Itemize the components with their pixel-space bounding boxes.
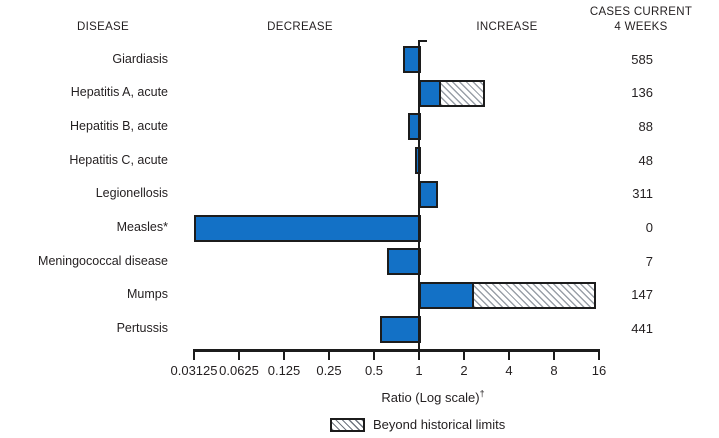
axis-tick [598,351,600,360]
axis-tick-label: 0.5 [364,363,384,378]
axis-tick-label: 2 [460,363,468,378]
disease-label: Pertussis [116,321,168,336]
beyond-historical-limits-bar [471,281,596,309]
cases-value: 147 [631,287,653,303]
cases-value: 441 [631,321,653,337]
ratio-bar-increase [419,281,474,309]
cases-value: 7 [645,253,653,269]
x-axis-title: Ratio (Log scale)† [381,388,485,405]
x-axis-line [193,349,600,352]
disease-label: Meningococcal disease [38,253,168,268]
axis-tick [418,351,420,360]
axis-tick-label: 4 [505,363,513,378]
axis-tick-label: 0.125 [267,363,301,378]
axis-tick-label: 16 [591,363,607,378]
axis-tick-label: 0.0625 [219,363,259,378]
disease-label: Hepatitis C, acute [69,152,168,167]
axis-tick [238,351,240,360]
cases-value: 311 [632,186,653,202]
x-axis-title-text: Ratio (Log scale) [381,390,480,405]
beyond-historical-limits-bar [438,79,485,107]
ratio-bar-increase [419,180,438,208]
reference-line-top-tick [418,40,427,42]
cases-header-line1: CASES CURRENT [589,6,693,18]
ratio-bar-decrease [380,315,421,343]
cases-value: 48 [638,152,653,168]
cases-header-line2: 4 WEEKS [614,21,668,33]
axis-tick [283,351,285,360]
cases-value: 88 [638,118,653,134]
axis-tick-label: 0.03125 [170,363,218,378]
ratio-bar-decrease [194,214,421,242]
column-header-increase: INCREASE [476,21,538,33]
disease-label: Hepatitis B, acute [70,118,168,133]
disease-label: Hepatitis A, acute [70,85,168,100]
axis-tick-label: 8 [550,363,558,378]
ratio-1-reference-line [418,40,420,351]
axis-tick-label: 1 [415,363,423,378]
column-header-cases-current-4-weeks: CASES CURRENT 4 WEEKS [590,5,692,35]
ratio-bar-decrease [386,248,421,276]
disease-label: Mumps [127,287,168,302]
dagger-footnote-mark: † [479,388,485,399]
axis-tick [508,351,510,360]
column-header-decrease: DECREASE [267,21,333,33]
axis-tick [373,351,375,360]
axis-tick [553,351,555,360]
axis-tick-label: 0.25 [316,363,342,378]
column-header-disease: DISEASE [77,21,129,33]
axis-tick [193,351,195,360]
disease-label: Measles* [116,220,168,234]
axis-tick [328,351,330,360]
cases-value: 136 [631,85,653,101]
axis-tick [463,351,465,360]
cases-value: 0 [645,220,653,235]
legend-label: Beyond historical limits [373,417,506,432]
disease-label: Legionellosis [95,186,168,201]
disease-label: Giardiasis [112,51,168,66]
cases-value: 585 [631,51,653,67]
beyond-historical-limits-swatch-icon [330,417,365,432]
legend: Beyond historical limits [330,417,505,432]
ratio-bar-increase [419,79,441,107]
